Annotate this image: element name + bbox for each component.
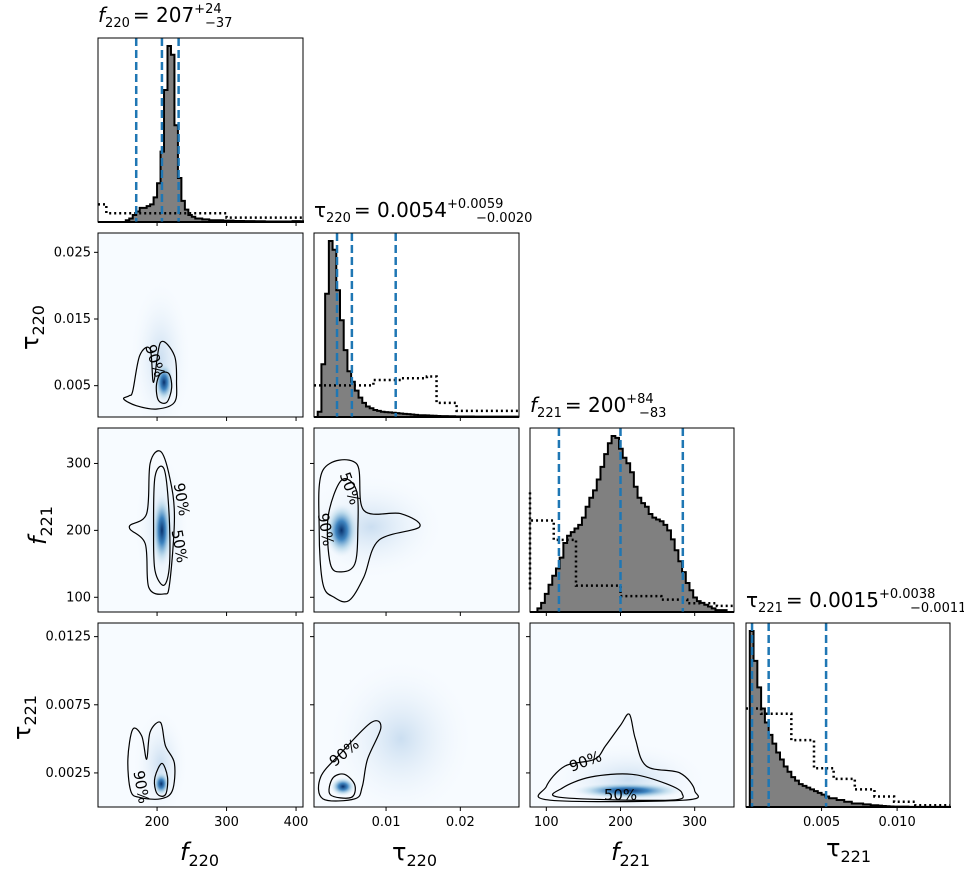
contour-90-2_3	[537, 713, 699, 803]
title-f221-minus: −83	[639, 406, 666, 421]
contour-90-1_3	[317, 720, 382, 802]
contour-50-2_3	[551, 773, 684, 801]
title-tau220-minus: −0.0020	[476, 211, 532, 226]
frame-1_2	[313, 427, 520, 613]
xlabel-tau221: τ221	[826, 834, 871, 866]
contour-label-1_2-1: 90%	[314, 512, 338, 548]
panel-tau220-f221: 50%90%	[313, 427, 520, 613]
ytick-label-f221-0: 100	[66, 590, 91, 605]
frame-tau221	[745, 622, 951, 808]
title-tau221-minus: −0.0011	[910, 601, 964, 616]
contour-50-0_3	[153, 762, 169, 797]
panel-content-1_2: 50%90%	[314, 459, 446, 603]
contour-label-0_3-0: 90%	[129, 769, 153, 805]
title-f221: f221 = 200+84	[530, 392, 654, 421]
diag-panel-tau220	[313, 232, 520, 418]
contour-90-0_3	[127, 721, 176, 800]
panel-f220-tau221: 90%	[97, 622, 304, 808]
frame-f220	[97, 37, 304, 223]
histogram-tau220	[314, 240, 520, 418]
contour-50-1_2	[326, 478, 359, 573]
histogram-f220	[98, 45, 304, 223]
contour-50-0_1	[155, 371, 173, 404]
xtick-label-tau221-0: 0.005	[803, 815, 840, 830]
xtick-label-f220-2: 400	[284, 815, 309, 830]
density-halo-1_3	[326, 657, 476, 807]
prior-f220	[98, 203, 303, 219]
ytick-label-tau220-0: 0.005	[54, 379, 91, 394]
histogram-tau221	[746, 630, 951, 808]
contour-90-1_2	[318, 459, 421, 603]
histogram-f221	[530, 435, 734, 613]
frame-tau220	[313, 232, 520, 418]
density-core-0_3	[152, 771, 170, 797]
panel-content-0_3: 90%	[127, 708, 189, 807]
panel-f220-f221: 90%50%	[97, 427, 304, 613]
ytick-label-f221-1: 200	[66, 523, 91, 538]
xlabel-f220: f220	[180, 838, 219, 870]
density-core-1_2	[325, 503, 358, 558]
density-core-1_3	[330, 777, 356, 797]
contour-label-0_2-0: 90%	[170, 481, 194, 517]
ylabel-tau220: τ220	[16, 305, 48, 350]
density-core-0_2	[152, 493, 172, 568]
panel-f221-tau221: 90%50%	[529, 622, 735, 808]
prior-tau221	[746, 707, 950, 807]
frame-f221	[529, 427, 735, 613]
prior-f221	[528, 492, 734, 608]
contour-90-0_1	[122, 340, 178, 410]
title-tau220: τ220 = 0.0054+0.0059	[314, 197, 503, 226]
panel-bg-0_1	[98, 233, 303, 417]
contour-50-0_2	[152, 465, 171, 586]
panel-content-1_3: 90%	[317, 657, 476, 807]
ytick-label-tau221-1: 0.0075	[46, 698, 92, 713]
density-halo-2_3	[546, 741, 710, 807]
title-f220: f220 = 207+24	[98, 2, 222, 31]
frame-2_3	[529, 622, 735, 808]
panel-f220-tau220: 90%	[97, 232, 304, 418]
contour-label-0_2-1: 50%	[168, 528, 192, 564]
ytick-label-tau221-2: 0.0125	[46, 630, 92, 645]
contour-50-1_3	[328, 773, 356, 799]
panel-bg-0_2	[98, 428, 303, 612]
density-core-2_3	[572, 782, 684, 799]
diag-panel-f221	[528, 427, 735, 613]
diag-panel-f220	[97, 37, 304, 223]
xtick-label-tau220-1: 0.02	[446, 815, 475, 830]
panel-content-0_2: 90%50%	[128, 450, 194, 601]
title-f220-minus: −37	[205, 16, 232, 31]
ytick-label-tau220-1: 0.015	[54, 312, 91, 327]
xlabel-f221: f221	[611, 838, 650, 870]
ytick-label-f221-2: 300	[66, 456, 91, 471]
panel-content-0_1: 90%	[122, 279, 192, 417]
panel-content-2_3: 90%50%	[537, 713, 710, 807]
xtick-label-tau220-0: 0.01	[372, 815, 401, 830]
prior-tau220	[314, 375, 519, 413]
frame-0_2	[97, 427, 304, 613]
xtick-label-f221-1: 200	[608, 815, 633, 830]
frame-0_3	[97, 622, 304, 808]
ylabel-tau221: τ221	[8, 695, 40, 740]
frame-0_1	[97, 232, 304, 418]
panel-bg-0_3	[98, 623, 303, 807]
xlabel-tau220: τ220	[392, 838, 437, 870]
contour-90-0_2	[128, 450, 176, 595]
ylabel-f221: f221	[24, 506, 56, 545]
frame-1_3	[313, 622, 520, 808]
xtick-label-tau221-1: 0.010	[879, 815, 916, 830]
xtick-label-f220-1: 300	[214, 815, 239, 830]
diag-panel-tau221	[745, 622, 951, 808]
contour-label-2_3-1: 50%	[604, 786, 637, 804]
xtick-label-f221-0: 100	[534, 815, 559, 830]
panel-tau220-tau221: 90%	[313, 622, 520, 808]
ytick-label-tau221-0: 0.0025	[46, 766, 92, 781]
title-tau221: τ221 = 0.0015+0.0038	[746, 587, 935, 616]
xtick-label-f221-2: 300	[682, 815, 707, 830]
density-core-0_1	[154, 362, 174, 403]
xtick-label-f220-0: 200	[145, 815, 170, 830]
ytick-label-tau220-2: 0.025	[54, 245, 91, 260]
